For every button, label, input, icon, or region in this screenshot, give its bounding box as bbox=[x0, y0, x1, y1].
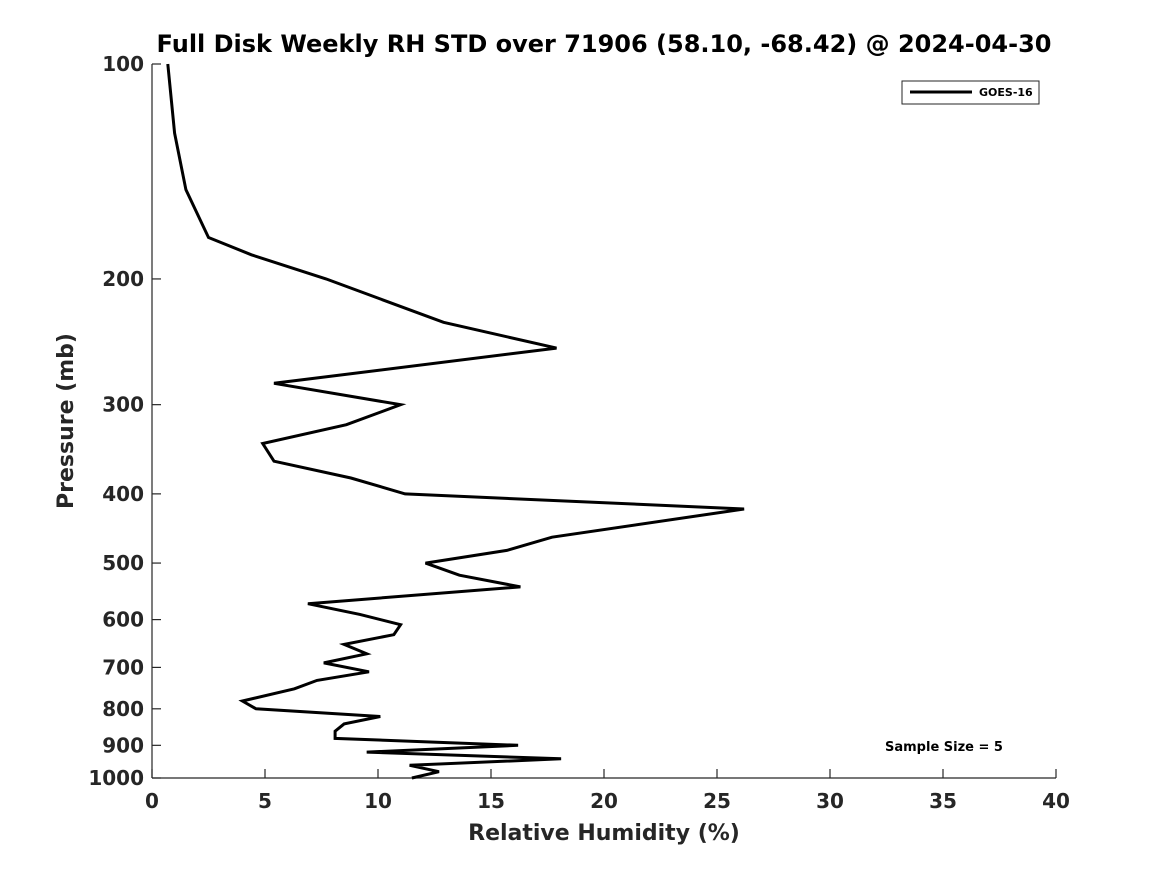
y-tick-label: 100 bbox=[102, 52, 144, 76]
legend-label-goes-16: GOES-16 bbox=[979, 86, 1033, 99]
series-layer bbox=[166, 63, 745, 780]
x-tick-label: 25 bbox=[703, 789, 731, 813]
x-axis-ticks: 0 5 10 15 20 25 30 35 40 bbox=[145, 769, 1070, 813]
x-tick-label: 0 bbox=[145, 789, 159, 813]
y-axis-label: Pressure (mb) bbox=[54, 333, 79, 509]
y-tick-label: 800 bbox=[102, 697, 144, 721]
y-tick-label: 500 bbox=[102, 551, 144, 575]
y-tick-label: 300 bbox=[102, 393, 144, 417]
x-tick-label: 20 bbox=[590, 789, 618, 813]
x-tick-label: 35 bbox=[929, 789, 957, 813]
y-tick-label: 900 bbox=[102, 733, 144, 757]
series-line-goes-16 bbox=[166, 63, 745, 780]
legend: GOES-16 bbox=[901, 80, 1040, 105]
y-tick-label: 600 bbox=[102, 608, 144, 632]
y-tick-label: 700 bbox=[102, 655, 144, 679]
x-tick-label: 10 bbox=[364, 789, 392, 813]
plot-axes bbox=[151, 64, 1056, 779]
x-tick-label: 40 bbox=[1042, 789, 1070, 813]
y-tick-label: 200 bbox=[102, 267, 144, 291]
chart-title: Full Disk Weekly RH STD over 71906 (58.1… bbox=[157, 30, 1052, 58]
y-tick-label: 400 bbox=[102, 482, 144, 506]
y-tick-label: 1000 bbox=[88, 766, 144, 790]
y-axis-ticks: 100 200 300 400 500 600 700 800 900 1000 bbox=[88, 52, 161, 790]
sample-size-annotation: Sample Size = 5 bbox=[885, 740, 1003, 755]
x-axis-label: Relative Humidity (%) bbox=[468, 821, 740, 846]
x-tick-label: 30 bbox=[816, 789, 844, 813]
x-tick-label: 5 bbox=[258, 789, 272, 813]
x-tick-label: 15 bbox=[477, 789, 505, 813]
